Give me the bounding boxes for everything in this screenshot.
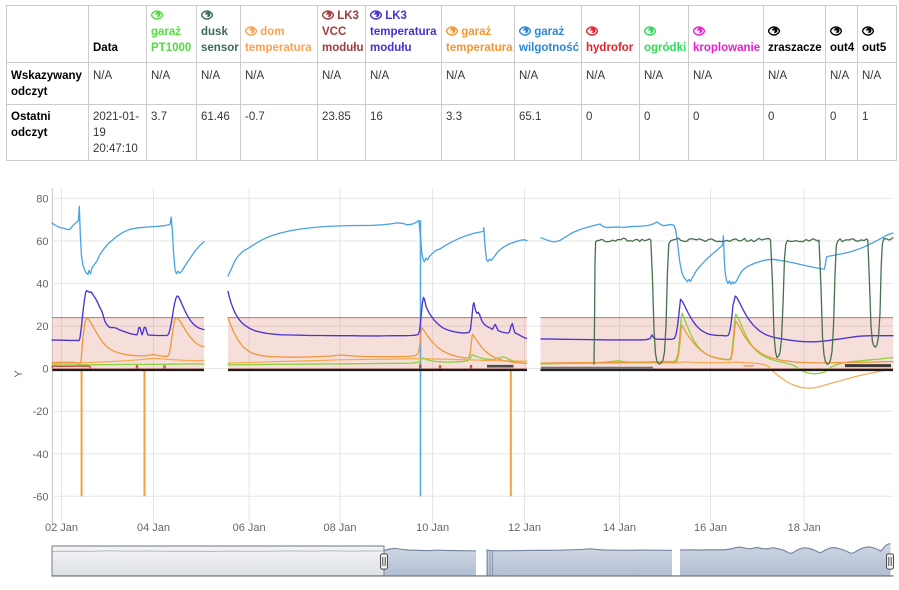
svg-text:20: 20 — [36, 321, 48, 333]
svg-text:40: 40 — [36, 279, 48, 291]
svg-text:08 Jan: 08 Jan — [323, 522, 356, 534]
svg-text:10 Jan: 10 Jan — [416, 522, 449, 534]
svg-text:06 Jan: 06 Jan — [233, 522, 266, 534]
svg-text:0: 0 — [42, 364, 48, 376]
svg-text:12 Jan: 12 Jan — [508, 522, 541, 534]
svg-text:80: 80 — [36, 193, 48, 205]
svg-text:-40: -40 — [33, 449, 49, 461]
svg-text:14 Jan: 14 Jan — [603, 522, 636, 534]
svg-text:04 Jan: 04 Jan — [137, 522, 170, 534]
svg-text:18 Jan: 18 Jan — [788, 522, 821, 534]
svg-text:02 Jan: 02 Jan — [45, 522, 78, 534]
svg-text:Y: Y — [13, 370, 25, 378]
svg-text:16 Jan: 16 Jan — [694, 522, 727, 534]
svg-text:-60: -60 — [33, 491, 49, 503]
svg-text:-20: -20 — [33, 406, 49, 418]
svg-text:60: 60 — [36, 236, 48, 248]
